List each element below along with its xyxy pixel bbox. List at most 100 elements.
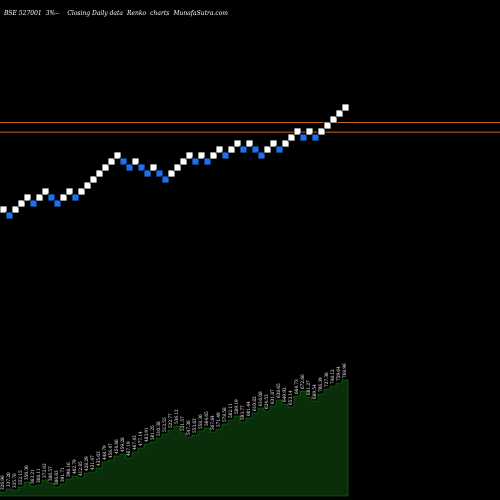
renko-brick-up <box>11 205 20 214</box>
renko-brick-up <box>245 139 254 148</box>
price-label: 352.15 <box>18 470 23 485</box>
renko-brick-up <box>113 151 122 160</box>
renko-brick-down <box>119 157 128 166</box>
price-label: 512.55 <box>162 417 167 432</box>
renko-brick-up <box>35 193 44 202</box>
renko-brick-up <box>17 199 26 208</box>
renko-brick-up <box>131 157 140 166</box>
price-label: 368.11 <box>36 468 41 483</box>
renko-brick-up <box>197 151 206 160</box>
price-label: 553.83 <box>192 418 197 433</box>
renko-brick-up <box>77 187 86 196</box>
price-label: 664.73 <box>294 379 299 394</box>
renko-brick-up <box>227 145 236 154</box>
renko-brick-down <box>251 145 260 154</box>
price-label: 681.27 <box>306 380 311 395</box>
price-label: 578.58 <box>222 407 227 422</box>
renko-brick-down <box>239 145 248 154</box>
price-label: 558.36 <box>198 414 203 429</box>
price-label: 589.19 <box>234 399 239 414</box>
price-label: 706.39 <box>318 377 323 392</box>
price-label: 431.47 <box>90 455 95 470</box>
price-label: 616.08 <box>258 391 263 406</box>
volume-polygon <box>0 379 349 497</box>
price-label: 567.84 <box>210 415 215 430</box>
price-label: 631.87 <box>270 389 275 404</box>
renko-brick-up <box>59 193 68 202</box>
renko-brick-down <box>257 151 266 160</box>
renko-brick-down <box>137 163 146 172</box>
charts-word-label: charts <box>150 10 170 17</box>
price-label: 571.49 <box>216 412 221 427</box>
symbol-label: BSE 527001 <box>4 10 42 17</box>
renko-brick-up <box>329 115 338 124</box>
renko-brick-down <box>143 169 152 178</box>
price-label: 391.71 <box>60 467 65 482</box>
renko-brick-down <box>161 175 170 184</box>
renko-brick-up <box>287 133 296 142</box>
renko-brick-up <box>101 163 110 172</box>
price-label: 759.64 <box>336 366 341 381</box>
price-label: 748.12 <box>330 369 335 384</box>
price-label: 727.38 <box>324 372 329 387</box>
renko-brick-down <box>275 145 284 154</box>
renko-brick-up <box>173 163 182 172</box>
renko-brick-up <box>233 139 242 148</box>
renko-brick-up <box>317 127 326 136</box>
renko-brick-down <box>5 211 14 220</box>
price-label: 768.96 <box>342 363 347 378</box>
renko-brick-up <box>215 145 224 154</box>
renko-brick-up <box>281 139 290 148</box>
renko-bricks <box>0 103 350 220</box>
price-label: 435.03 <box>96 451 101 466</box>
renko-brick-up <box>263 145 272 154</box>
price-label: 483.91 <box>144 427 149 442</box>
renko-brick-up <box>107 157 116 166</box>
renko-brick-up <box>23 193 32 202</box>
price-label: 522.77 <box>168 413 173 428</box>
renko-brick-up <box>209 151 218 160</box>
renko-brick-up <box>335 109 344 118</box>
renko-brick-up <box>89 175 98 184</box>
renko-brick-down <box>203 157 212 166</box>
price-label: 412.85 <box>78 461 83 476</box>
price-label: 326.96 <box>0 475 5 490</box>
price-label: 593.77 <box>240 405 245 420</box>
price-label: 510.38 <box>156 421 161 436</box>
renko-brick-up <box>95 169 104 178</box>
price-label: 448.79 <box>102 445 107 460</box>
renko-brick-down <box>299 133 308 142</box>
price-label: 373.62 <box>42 463 47 478</box>
renko-brick-up <box>41 187 50 196</box>
price-label: 459.28 <box>120 437 125 452</box>
price-label: 653.14 <box>288 390 293 405</box>
price-label: 610.82 <box>252 396 257 411</box>
renko-brick-up <box>185 151 194 160</box>
price-label: 335.76 <box>12 473 17 488</box>
price-label: 467.19 <box>126 441 131 456</box>
renko-brick-up <box>83 181 92 190</box>
site-label: MunafaSutra.com <box>173 10 228 17</box>
price-label: 337.20 <box>6 472 11 487</box>
price-label: 428.29 <box>84 456 89 471</box>
price-label: 402.79 <box>72 459 77 474</box>
renko-brick-up <box>305 127 314 136</box>
price-label: 536.12 <box>174 409 179 424</box>
price-label: 454.86 <box>114 439 119 454</box>
renko-brick-up <box>0 205 8 214</box>
price-label: 467.43 <box>132 435 137 450</box>
price-label: 624.53 <box>264 394 269 409</box>
renko-brick-up <box>149 163 158 172</box>
price-labels: 326.96 337.20 335.76 352.15 350.30 363.21 368.… <box>0 363 347 490</box>
price-label: 350.30 <box>24 465 29 480</box>
renko-brick-up <box>269 139 278 148</box>
renko-brick-down <box>47 193 56 202</box>
price-label: 547.36 <box>186 420 191 435</box>
price-label: 380.57 <box>48 466 53 481</box>
renko-brick-up <box>179 157 188 166</box>
price-label: 582.11 <box>228 403 233 418</box>
price-label: 649.92 <box>282 387 287 402</box>
volume-area <box>0 379 349 497</box>
